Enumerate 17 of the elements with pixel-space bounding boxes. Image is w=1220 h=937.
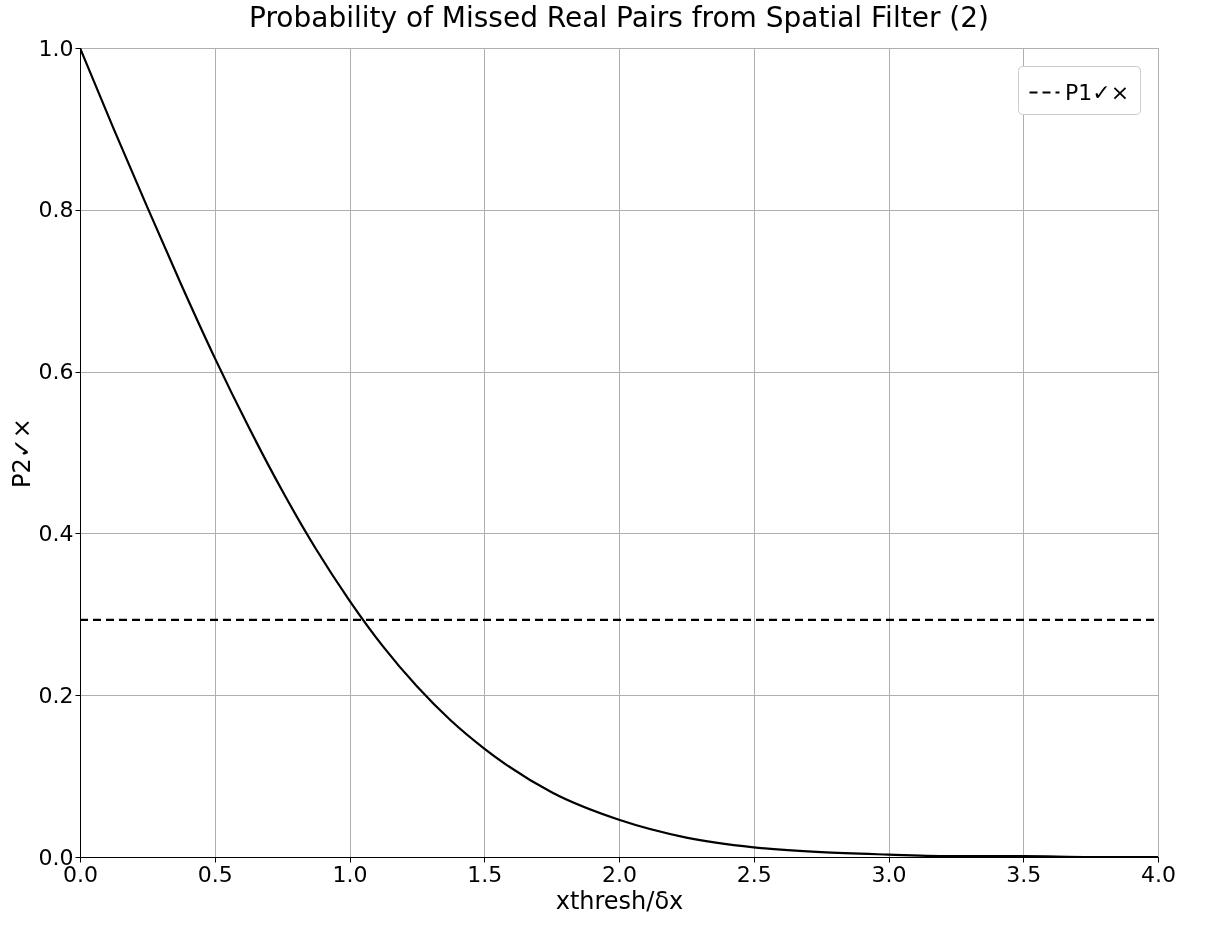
y-tick-label: 1.0 [38,35,74,61]
x-tick-label: 4.0 [1141,861,1176,887]
x-tick-label: 2.0 [602,861,637,887]
y-tick-label: 0.8 [38,197,74,223]
chart-title: Probability of Missed Real Pairs from Spatial Filter (2) [249,1,989,34]
y-axis-title: P2✓× [7,418,36,488]
y-tick-label: 0.6 [38,359,74,385]
y-tick-label: 0.4 [38,520,74,546]
x-tick-label: 2.5 [736,861,772,887]
x-tick-label: 3.0 [871,861,907,887]
x-tick-label: 1.0 [332,861,368,887]
x-tick-label: 3.5 [1006,861,1042,887]
x-tick-label: 1.5 [467,861,503,887]
y-tick-label: 0.2 [38,682,74,708]
x-axis-title: xthresh/δx [555,886,684,915]
legend-label: P1✓× [1065,79,1130,105]
x-tick-label: 0.5 [197,861,233,887]
